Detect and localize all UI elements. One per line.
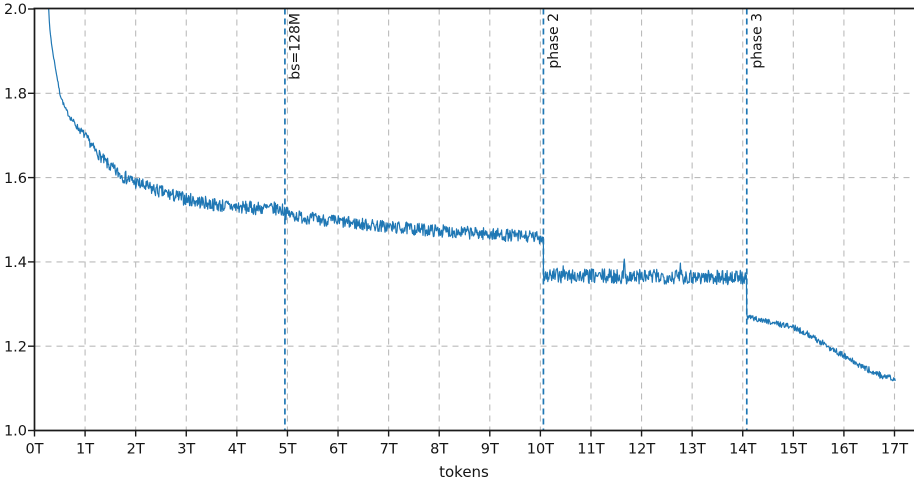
phase-marker-label: phase 2 bbox=[546, 13, 562, 69]
y-tick-label: 1.4 bbox=[4, 255, 27, 271]
axes: 0T 1T 2T 3T 4T 5T 6T 7T 8T 9T 10T 11T 12T 13T 14T 15T 16… bbox=[4, 2, 914, 458]
phase-marker-label: bs=128M bbox=[287, 13, 303, 80]
x-tick-label: 15T bbox=[780, 442, 807, 458]
x-tick-label: 0T bbox=[25, 442, 43, 458]
x-tick-label: 4T bbox=[228, 442, 246, 458]
y-tick-label: 2.0 bbox=[4, 2, 27, 18]
x-axis-label: tokens bbox=[439, 463, 489, 481]
gridlines bbox=[34, 8, 914, 431]
x-tick-label: 3T bbox=[177, 442, 195, 458]
x-tick-label: 11T bbox=[577, 442, 604, 458]
loss-curve-layer bbox=[48, 8, 896, 382]
y-tick-label: 1.2 bbox=[4, 339, 27, 355]
y-tick-label: 1.8 bbox=[4, 87, 27, 103]
x-tick-label: 1T bbox=[76, 442, 94, 458]
phase-marker-label: phase 3 bbox=[749, 13, 765, 69]
x-tick-label: 8T bbox=[430, 442, 448, 458]
x-tick-label: 6T bbox=[329, 442, 347, 458]
x-tick-label: 16T bbox=[830, 442, 857, 458]
x-tick-label: 10T bbox=[527, 442, 554, 458]
y-tick-label: 1.0 bbox=[4, 424, 27, 440]
loss-curve bbox=[48, 8, 896, 382]
x-tick-label: 9T bbox=[481, 442, 499, 458]
x-tick-label: 7T bbox=[380, 442, 398, 458]
x-tick-label: 12T bbox=[628, 442, 655, 458]
x-tick-label: 14T bbox=[729, 442, 756, 458]
x-tick-label: 17T bbox=[881, 442, 908, 458]
y-tick-label: 1.6 bbox=[4, 171, 27, 187]
x-tick-label: 2T bbox=[127, 442, 145, 458]
x-tick-label: 5T bbox=[278, 442, 296, 458]
x-tick-label: 13T bbox=[678, 442, 705, 458]
